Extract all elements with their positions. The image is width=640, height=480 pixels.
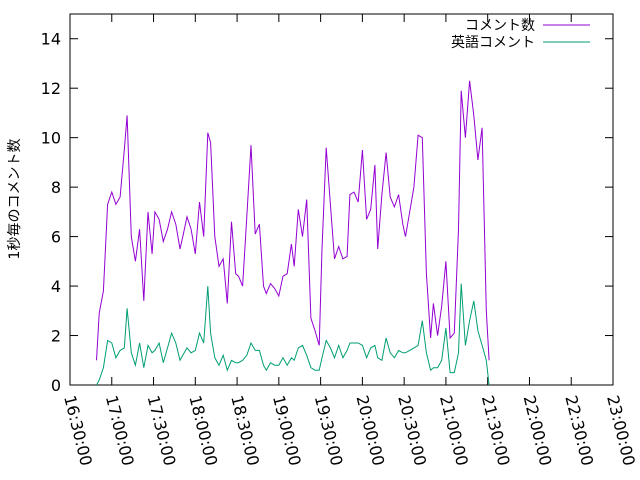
y-tick-label: 10 — [41, 129, 61, 148]
x-tick-label: 18:00:00 — [185, 393, 221, 467]
y-tick-label: 4 — [51, 277, 61, 296]
y-tick-label: 6 — [51, 228, 61, 247]
series-layer — [96, 80, 490, 386]
y-tick-label: 14 — [41, 30, 61, 49]
x-tick-label: 18:30:00 — [227, 393, 263, 467]
y-tick-label: 2 — [51, 327, 61, 346]
x-tick-label: 20:00:00 — [353, 393, 389, 467]
x-tick-label: 20:30:00 — [394, 393, 430, 467]
x-tick-label: 21:30:00 — [478, 393, 514, 467]
y-axis-label: 1秒毎のコメント数 — [7, 139, 23, 260]
x-tick-label: 22:00:00 — [520, 393, 556, 467]
series-line-1 — [96, 283, 490, 386]
x-tick-label: 17:00:00 — [102, 393, 138, 467]
series-line-0 — [96, 80, 490, 361]
y-tick-label: 0 — [51, 376, 61, 395]
x-tick-label: 19:00:00 — [269, 393, 305, 467]
y-tick-label: 12 — [41, 79, 61, 98]
x-tick-label: 21:00:00 — [436, 393, 472, 467]
legend-label-comments: コメント数 — [465, 18, 535, 34]
y-tick-label: 8 — [51, 178, 61, 197]
x-tick-label: 19:30:00 — [311, 393, 347, 467]
x-tick-label: 23:00:00 — [603, 393, 639, 467]
legend: コメント数 英語コメント — [451, 18, 590, 51]
x-tick-label: 16:30:00 — [60, 393, 96, 467]
x-tick-label: 17:30:00 — [144, 393, 180, 467]
legend-label-english-comments: 英語コメント — [451, 34, 535, 51]
y-axis: 0 2 4 6 8 10 12 14 — [41, 30, 613, 395]
x-tick-label: 22:30:00 — [561, 393, 597, 467]
plot-frame — [69, 13, 614, 386]
